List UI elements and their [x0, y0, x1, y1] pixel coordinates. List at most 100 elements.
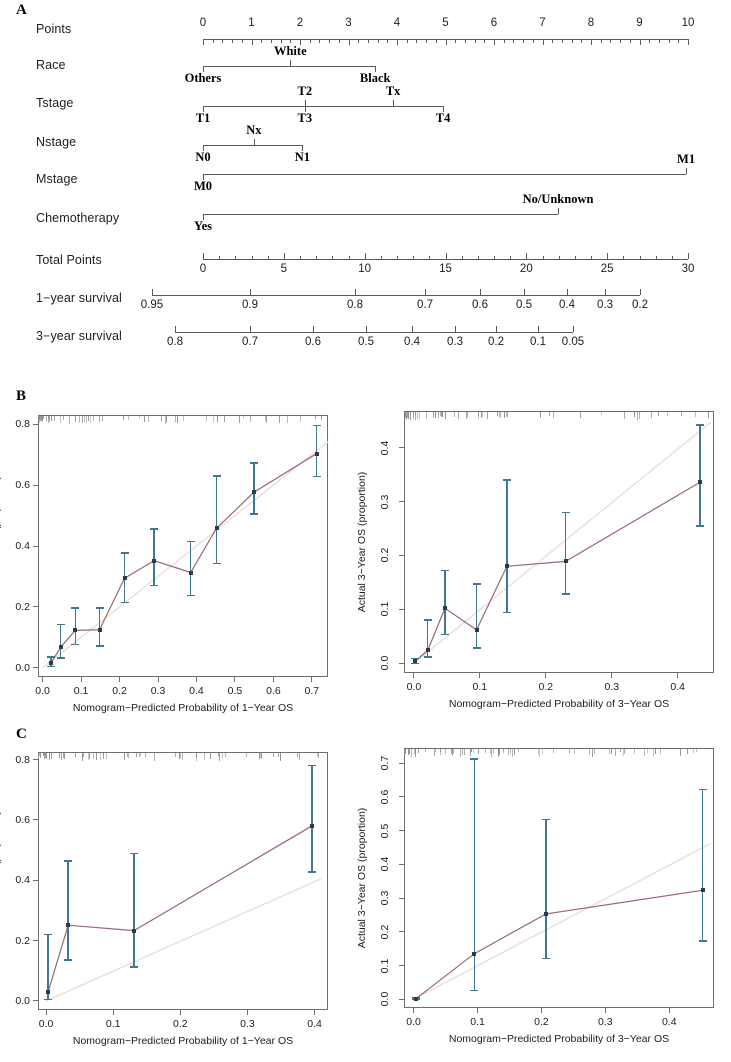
axis-minor-tick [367, 39, 369, 43]
data-point-marker [152, 558, 157, 563]
error-bar-cap [561, 511, 570, 514]
error-bar [98, 608, 101, 646]
nomogram-category-label: M0 [193, 179, 213, 193]
error-bar-cap [186, 594, 195, 597]
rug-tick [410, 749, 412, 757]
axis-tick [524, 289, 525, 295]
axis-tick [250, 326, 251, 332]
x-axis-tick [311, 677, 313, 682]
data-point-marker [58, 645, 63, 650]
rug-tick [86, 416, 88, 423]
rug-tick [506, 412, 507, 417]
rug-tick [139, 753, 141, 758]
rug-tick [477, 412, 479, 417]
rug-tick [143, 416, 145, 422]
rug-tick [537, 749, 539, 754]
axis-minor-tick [348, 255, 350, 259]
data-point-marker [472, 951, 477, 956]
error-bar-cap [541, 957, 550, 960]
axis-minor-tick [484, 39, 486, 43]
axis-tick [494, 39, 495, 45]
rug-tick [467, 412, 469, 417]
error-bar-cap [502, 611, 511, 614]
axis-tick [688, 253, 689, 259]
axis-minor-tick [413, 255, 415, 259]
x-axis-tick [179, 1010, 181, 1015]
points-axis-tick-label: 7 [539, 17, 546, 29]
axis-tick [538, 326, 539, 332]
survival-1yr-tick-label: 0.7 [417, 299, 433, 311]
survival-1yr-tick-label: 0.9 [242, 299, 258, 311]
x-axis-tick-label: 0.2 [534, 1016, 549, 1028]
axis-minor-tick [338, 39, 340, 43]
rug-tick [580, 412, 582, 419]
axis-tick [175, 326, 176, 332]
y-axis-tick-label: 0.7 [379, 755, 391, 771]
nstage-axis-line [203, 145, 303, 146]
x-axis-tick [677, 673, 679, 678]
rug-tick [47, 416, 49, 420]
error-bar-cap [411, 657, 420, 660]
error-bar-cap [212, 562, 221, 565]
error-bar-cap [440, 633, 449, 636]
rug-tick [50, 416, 52, 421]
rug-tick [480, 412, 482, 418]
x-axis-tick-label: 0.5 [227, 685, 243, 697]
axis-tick [152, 289, 153, 295]
rug-tick [317, 753, 319, 759]
rug-tick [43, 753, 45, 758]
axis-tick [558, 208, 560, 214]
x-axis-tick-label: 0.4 [670, 681, 686, 693]
rug-tick [461, 749, 463, 755]
error-bar-cap [71, 643, 80, 646]
error-bar-cap [64, 860, 73, 862]
error-bar-cap [696, 424, 705, 426]
rug-tick [224, 416, 226, 423]
rug-tick [243, 416, 244, 420]
x-axis-tick-label: 0.2 [173, 1018, 188, 1030]
rug-tick [217, 416, 219, 423]
rug-tick [425, 749, 426, 753]
error-bar [475, 584, 478, 649]
rug-tick [623, 412, 625, 420]
y-axis-tick [33, 1000, 38, 1002]
error-bar [189, 541, 192, 596]
axis-tick [607, 253, 609, 259]
nomogram-category-label: Yes [193, 219, 213, 233]
rug-tick [264, 416, 266, 422]
axis-minor-tick [542, 255, 544, 259]
rug-tick [93, 416, 95, 421]
rug-tick [46, 753, 48, 760]
error-bar-cap [312, 424, 321, 427]
rug-tick [212, 416, 214, 423]
rug-tick [509, 749, 511, 754]
rug-tick [687, 749, 689, 754]
axis-minor-tick [461, 255, 463, 259]
rug-tick [541, 749, 543, 755]
axis-minor-tick [552, 39, 554, 43]
rug-tick [503, 412, 505, 419]
rug-tick [88, 753, 90, 760]
axis-minor-tick [429, 255, 431, 259]
x-axis-tick-label: 0.3 [240, 1018, 255, 1030]
rug-tick [693, 749, 695, 753]
survival-3yr-tick-label: 0.7 [242, 336, 258, 348]
rug-tick [90, 416, 92, 424]
y-axis-tick [33, 484, 38, 486]
y-axis-tick [399, 897, 404, 899]
axis-minor-tick [649, 39, 651, 43]
rug-tick [63, 416, 65, 420]
x-axis-tick [479, 673, 481, 678]
error-bar [444, 570, 446, 635]
rug-tick [42, 416, 44, 420]
axis-tick [688, 39, 689, 45]
rug-tick [182, 416, 184, 421]
rug-tick [103, 753, 104, 759]
x-axis-tick-label: 0.3 [150, 685, 166, 697]
rug-tick [416, 412, 418, 419]
rug-tick [441, 412, 443, 417]
rug-tick [651, 412, 653, 419]
y-axis-tick [399, 998, 404, 1000]
y-axis-tick [33, 606, 38, 608]
axis-minor-tick [406, 39, 408, 43]
